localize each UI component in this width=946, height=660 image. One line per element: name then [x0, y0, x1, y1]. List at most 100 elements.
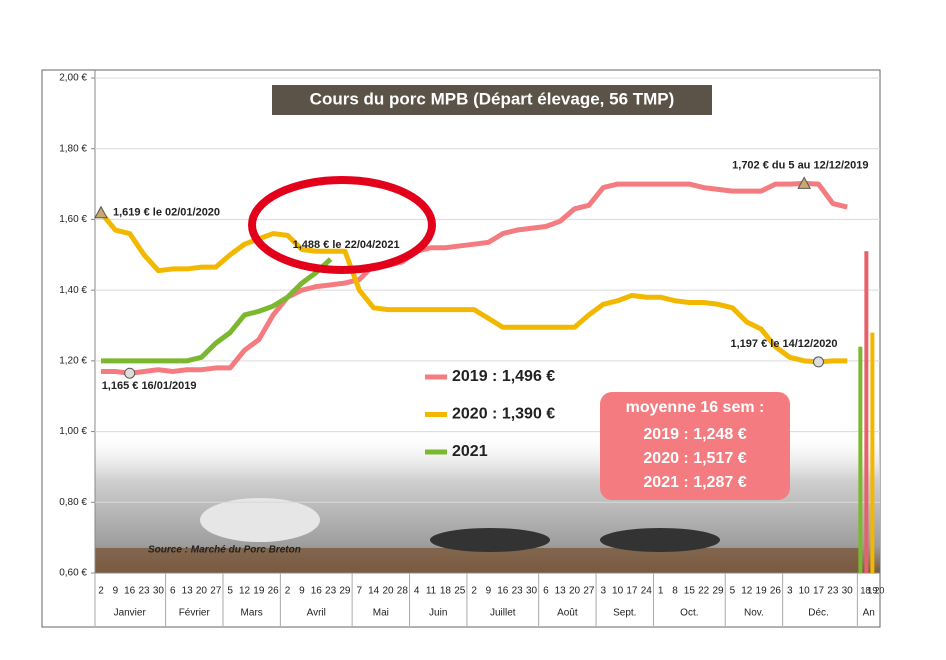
y-tick-label: 0,80 € — [59, 497, 87, 508]
month-label: Juillet — [490, 608, 516, 619]
bar — [870, 332, 875, 573]
x-tick-label: 6 — [170, 586, 176, 597]
annotation: 1,619 € le 02/01/2020 — [113, 207, 220, 219]
x-tick-label: 11 — [426, 586, 437, 597]
x-tick-label: 14 — [368, 586, 380, 597]
y-tick-label: 2,00 € — [59, 73, 87, 84]
legend-label: 2021 — [452, 443, 488, 460]
month-label: An — [863, 608, 875, 619]
x-tick-label: 26 — [268, 586, 280, 597]
x-tick-label: 23 — [325, 586, 337, 597]
x-tick-label: 24 — [641, 586, 653, 597]
x-tick-label: 9 — [486, 586, 492, 597]
x-tick-label: 17 — [813, 586, 825, 597]
annotation-marker — [94, 205, 108, 219]
y-tick-label: 1,00 € — [59, 426, 87, 437]
average-line: 2020 : 1,517 € — [643, 450, 746, 467]
month-label: Juin — [429, 608, 447, 619]
x-tick-label: 5 — [730, 586, 736, 597]
x-tick-label: 2 — [285, 586, 291, 597]
y-tick-label: 1,40 € — [59, 285, 87, 296]
x-tick-label: 20 — [382, 586, 394, 597]
x-tick-label: 26 — [770, 586, 782, 597]
y-tick-label: 1,20 € — [59, 355, 87, 366]
x-tick-label: 20 — [196, 586, 208, 597]
x-tick-label: 22 — [698, 586, 710, 597]
chart-title: Cours du porc MPB (Départ élevage, 56 TM… — [310, 89, 675, 108]
month-label: Déc. — [808, 608, 829, 619]
title-box — [272, 85, 712, 115]
x-tick-label: 18 — [860, 585, 870, 595]
x-tick-label: 20 — [569, 586, 581, 597]
background-photo-mouse — [600, 528, 720, 552]
month-label: Sept. — [613, 608, 636, 619]
x-tick-label: 23 — [827, 586, 839, 597]
x-tick-label: 29 — [712, 586, 724, 597]
background-photo-pig — [200, 498, 320, 542]
y-tick-label: 1,60 € — [59, 214, 87, 225]
x-tick-label: 18 — [440, 586, 452, 597]
x-tick-label: 19 — [253, 586, 265, 597]
annotation: 1,488 € le 22/04/2021 — [293, 239, 400, 251]
source: Source : Marché du Porc Breton — [148, 545, 301, 556]
x-tick-label: 4 — [414, 586, 420, 597]
x-tick-label: 13 — [555, 586, 567, 597]
x-tick-label: 9 — [299, 586, 305, 597]
x-tick-label: 29 — [339, 586, 351, 597]
x-tick-label: 16 — [311, 586, 323, 597]
x-tick-label: 27 — [583, 586, 595, 597]
annotation: 1,702 € du 5 au 12/12/2019 — [732, 159, 868, 171]
month-label: Nov. — [744, 608, 764, 619]
x-tick-label: 3 — [787, 586, 793, 597]
highlight-ellipse — [248, 176, 436, 274]
month-label: Mai — [373, 608, 389, 619]
x-tick-label: 12 — [741, 586, 753, 597]
x-tick-label: 20 — [874, 585, 884, 595]
x-tick-label: 30 — [153, 586, 165, 597]
series-line — [101, 257, 333, 364]
month-label: Août — [557, 608, 578, 619]
bar — [858, 346, 863, 573]
bar — [864, 251, 869, 573]
legend-label: 2020 : 1,390 € — [452, 406, 555, 423]
x-tick-label: 3 — [600, 586, 606, 597]
annotation-marker — [797, 176, 811, 189]
background-photo-mouse — [430, 528, 550, 552]
x-tick-label: 8 — [672, 586, 678, 597]
month-label: Mars — [241, 608, 263, 619]
x-tick-label: 13 — [182, 586, 194, 597]
annotation-marker — [124, 367, 136, 379]
average-line: 2019 : 1,248 € — [643, 426, 746, 443]
x-tick-label: 5 — [227, 586, 233, 597]
x-tick-label: 2 — [98, 586, 104, 597]
x-tick-label: 12 — [239, 586, 251, 597]
series-line — [101, 180, 848, 376]
x-tick-label: 9 — [113, 586, 119, 597]
x-tick-label: 15 — [684, 586, 696, 597]
x-tick-label: 28 — [397, 586, 409, 597]
x-tick-label: 23 — [138, 586, 150, 597]
x-tick-label: 7 — [357, 586, 363, 597]
series-line — [99, 211, 848, 365]
x-tick-label: 19 — [756, 586, 768, 597]
x-tick-label: 10 — [799, 586, 811, 597]
legend-label: 2019 : 1,496 € — [452, 368, 555, 385]
x-tick-label: 2 — [471, 586, 477, 597]
x-tick-label: 10 — [612, 586, 624, 597]
month-label: Oct. — [680, 608, 698, 619]
background-photo-table — [95, 548, 860, 573]
x-tick-label: 16 — [497, 586, 509, 597]
x-tick-label: 1 — [658, 586, 664, 597]
x-tick-label: 19 — [867, 585, 877, 595]
x-tick-label: 17 — [626, 586, 638, 597]
y-tick-label: 1,80 € — [59, 143, 87, 154]
month-label: Février — [179, 608, 211, 619]
x-tick-label: 27 — [210, 586, 222, 597]
y-tick-label: 0,60 € — [59, 568, 87, 579]
x-tick-label: 6 — [543, 586, 549, 597]
x-tick-label: 23 — [512, 586, 524, 597]
average-line: 2021 : 1,287 € — [643, 474, 746, 491]
month-label: Janvier — [114, 608, 147, 619]
x-tick-label: 30 — [842, 586, 854, 597]
